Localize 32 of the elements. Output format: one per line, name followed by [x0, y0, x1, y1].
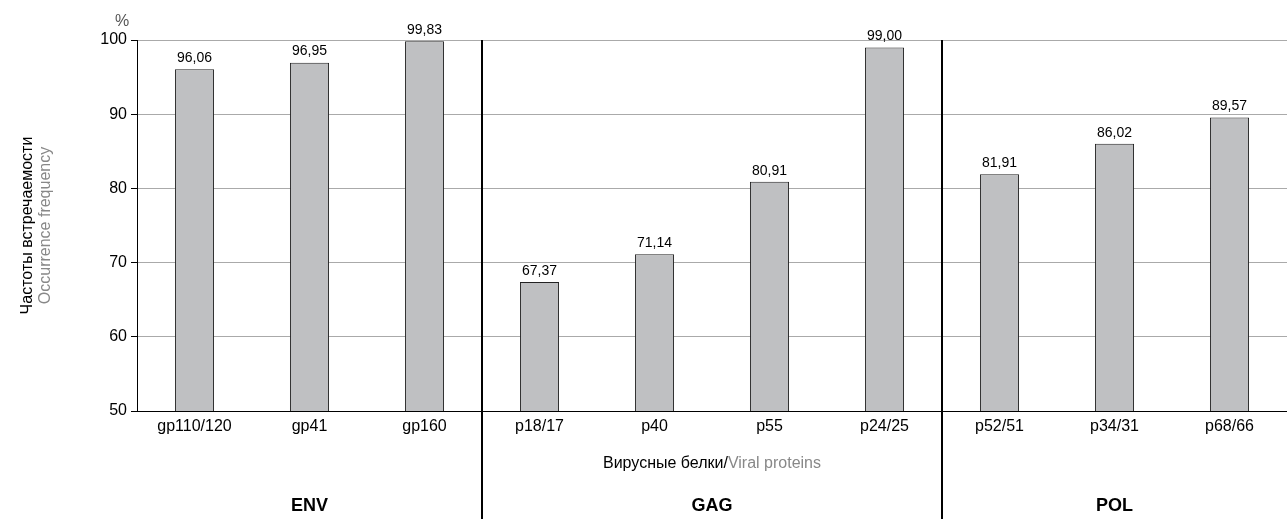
text: ENV: [290, 495, 329, 515]
data-label: 89,57: [1211, 97, 1248, 114]
x-tick-label: p40: [641, 417, 668, 435]
text: GAG: [691, 495, 733, 515]
data-label: 96,95: [291, 42, 328, 59]
y-axis-title: Частоты встречаемости Occurrence frequency: [18, 136, 53, 315]
x-tick-label: p55: [756, 417, 783, 435]
x-tick-label: gp160: [402, 417, 447, 435]
data-label: 71,14: [636, 234, 673, 250]
x-axis-title: Вирусные белки/Viral proteins: [603, 454, 821, 471]
y-tick-label: 80: [109, 178, 128, 196]
text: POL: [1095, 495, 1134, 515]
x-tick-label: p34/31: [1090, 417, 1140, 435]
y-tick-label: 70: [109, 253, 128, 271]
data-label: 96,06: [176, 49, 213, 66]
x-tick-label: gp41: [291, 417, 328, 435]
data-label: 86,02: [1096, 123, 1133, 140]
data-label: 99,83: [406, 21, 443, 38]
x-tick-label: gp110/120: [157, 417, 232, 435]
data-label: 67,37: [521, 261, 558, 278]
text: %: [115, 12, 130, 30]
x-tick-label: p68/66: [1205, 417, 1255, 435]
y-tick-label: 90: [109, 104, 128, 122]
y-tick-label: 60: [109, 327, 128, 345]
y-tick-label: 100: [100, 30, 128, 48]
data-label: 81,91: [981, 154, 1018, 171]
data-label: 99,00: [866, 27, 903, 44]
x-tick-label: p52/51: [975, 417, 1025, 435]
y-tick-label: 50: [109, 401, 128, 419]
x-tick-label: p18/17: [515, 417, 565, 435]
x-tick-label: p24/25: [860, 417, 910, 435]
data-label: 80,91: [751, 161, 788, 178]
